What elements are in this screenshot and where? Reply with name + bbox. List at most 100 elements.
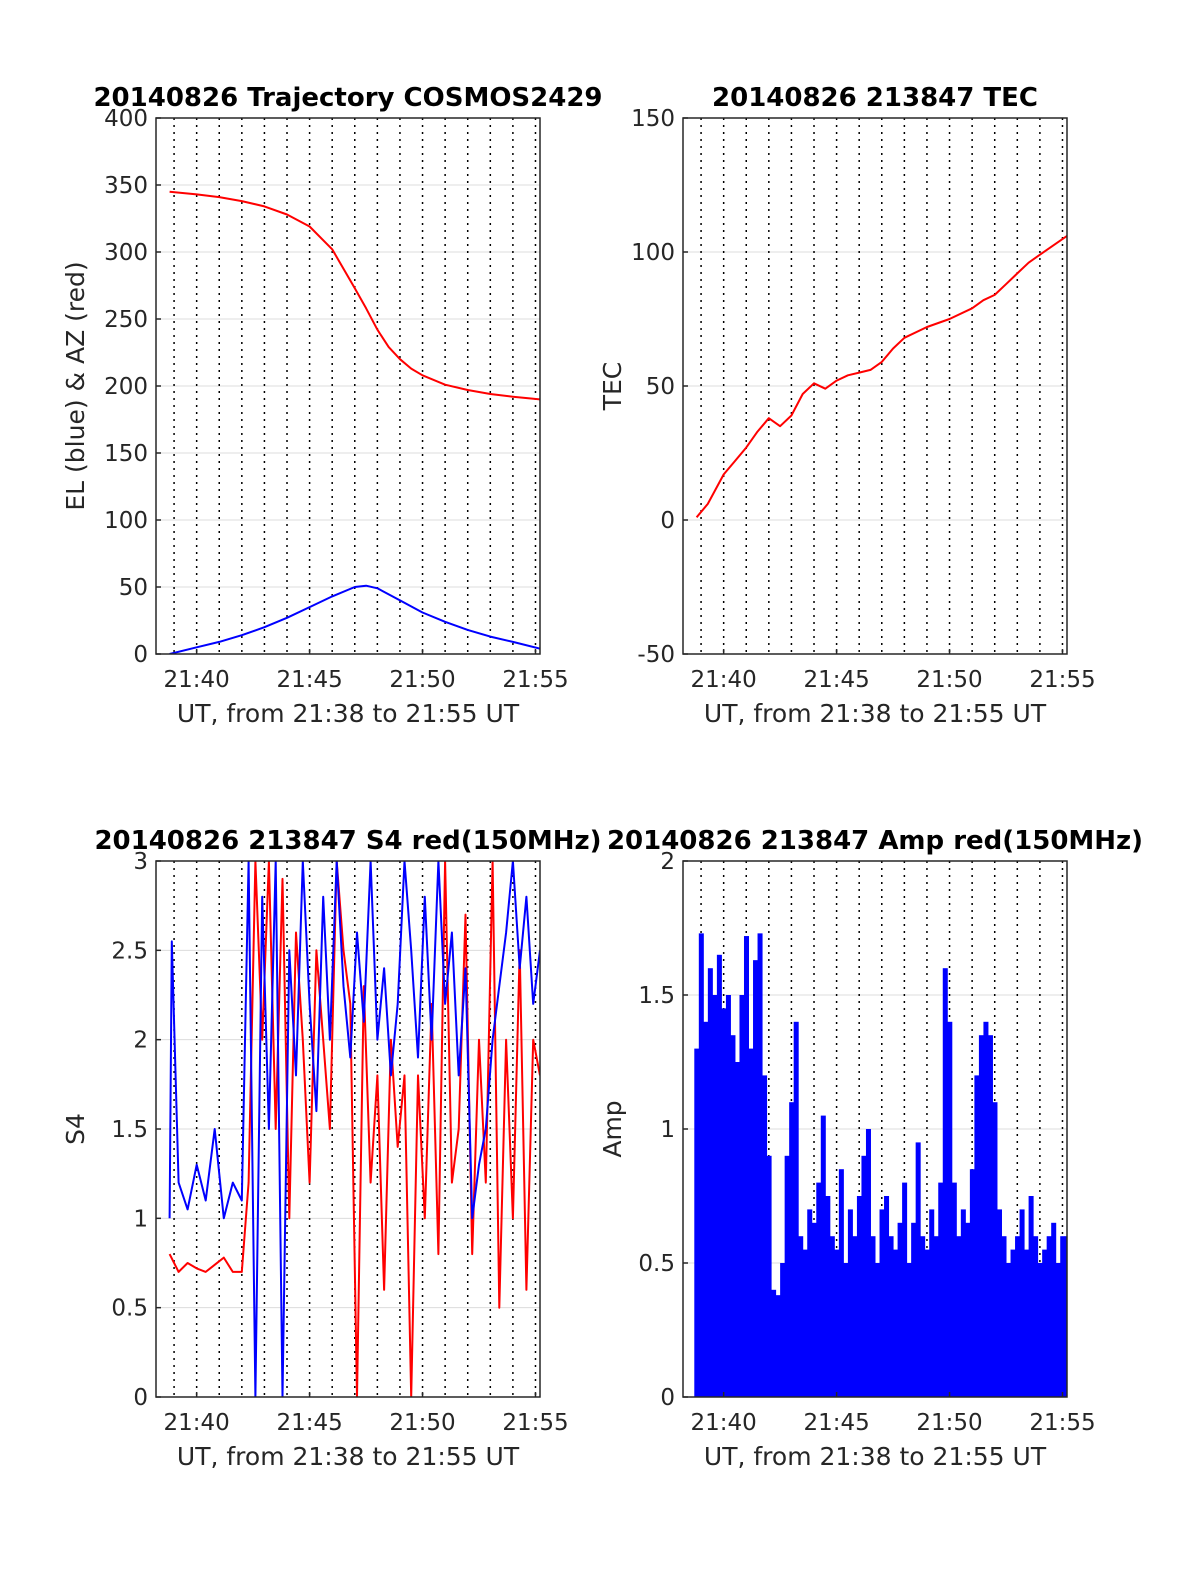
ytick-label: 150 [104,441,148,467]
xtick-label: 21:40 [164,667,230,693]
x-axis-label: UT, from 21:38 to 21:55 UT [177,1442,520,1471]
ytick-label: 100 [631,240,675,266]
amp-bar [838,1169,844,1397]
amp-bar [771,1289,777,1397]
amp-bar [960,1209,966,1397]
chart-title: 20140826 Trajectory COSMOS2429 [93,83,602,113]
ytick-label: 1.5 [638,983,675,1009]
ytick-label: 100 [104,508,148,534]
ytick-label: 50 [119,575,148,601]
y-axis-label: EL (blue) & AZ (red) [61,261,90,510]
plot-area [694,933,1067,1397]
amp-bar [893,1249,899,1397]
xtick-label: 21:45 [803,1410,869,1436]
ytick-label: 1 [133,1206,148,1232]
amp-bar [884,1196,890,1397]
x-axis-label: UT, from 21:38 to 21:55 UT [177,699,520,728]
amp-bar [1001,1236,1007,1397]
amp-bar [897,1222,903,1397]
amp-bar [725,995,731,1397]
xtick-label: 21:50 [389,667,455,693]
amp-bar [978,1035,984,1397]
amp-bar [784,1155,790,1397]
amp-bar [1042,1249,1048,1397]
amp-bar [1024,1249,1030,1397]
series-line-blue [169,584,540,654]
amp-bar [870,1236,876,1397]
amp-bar [712,995,718,1397]
amp-bar [965,1222,971,1397]
amp-bar [757,933,763,1397]
amp-bar [938,1182,944,1397]
amp-bar [798,1236,804,1397]
amp-bar [992,1102,998,1397]
amp-bar [888,1236,894,1397]
xtick-label: 21:55 [502,1410,568,1436]
chart-title: 20140826 213847 Amp red(150MHz) [607,826,1143,856]
ytick-label: 0 [133,642,148,668]
amp-bar [1010,1249,1016,1397]
amp-bar [933,1236,939,1397]
amp-bar [1037,1263,1043,1397]
amp-bar [766,1155,772,1397]
amp-bar [947,1021,953,1397]
amp-bar [811,1222,817,1397]
xtick-label: 21:55 [1029,667,1095,693]
amp-bar [734,1062,740,1397]
xtick-label: 21:45 [276,667,342,693]
y-axis-label: Amp [598,1100,627,1157]
amp-bar [1033,1236,1039,1397]
amp-bar [698,933,704,1397]
chart-title: 20140826 213847 TEC [712,83,1038,113]
ytick-label: 1.5 [111,1117,148,1143]
ytick-label: 0 [660,1385,675,1411]
amp-bar [861,1155,867,1397]
amp-bar [762,1075,768,1397]
amp-bar [875,1263,881,1397]
ytick-label: 0.5 [638,1251,675,1277]
amp-bar [1046,1236,1052,1397]
xtick-label: 21:50 [916,1410,982,1436]
chart-panel-tec: -50 0 50 100 150 21:40 21:45 21:50 21:55 20140826… [598,83,1096,728]
chart-title: 20140826 213847 S4 red(150MHz) [94,826,601,856]
amp-bar [716,954,722,1397]
amp-bar [969,1169,975,1397]
amp-bar [1055,1263,1061,1397]
amp-bar [730,1035,736,1397]
amp-bar [743,936,750,1397]
plot-area [169,190,540,654]
xtick-label: 21:55 [502,667,568,693]
ytick-label: 400 [104,106,148,132]
chart-panel-s4: 0 0.5 1 1.5 2 2.5 3 21:40 21:45 21:50 21:55 2014082… [61,826,602,1471]
amp-bar [1060,1236,1066,1397]
series-line-red [168,861,540,1397]
ytick-label: 1 [660,1117,675,1143]
amp-bar [856,1196,862,1397]
amp-bar [820,1115,826,1397]
xtick-label: 21:40 [164,1410,230,1436]
ytick-label: 2.5 [111,938,148,964]
x-axis-label: UT, from 21:38 to 21:55 UT [704,1442,1047,1471]
amp-bar [748,1048,754,1397]
series-line-red [695,235,1067,518]
amp-bar [996,1209,1002,1397]
amp-bar [825,1196,831,1397]
y-axis-label: S4 [61,1113,90,1145]
xtick-label: 21:45 [276,1410,342,1436]
x-axis-label: UT, from 21:38 to 21:55 UT [704,699,1047,728]
amp-bar [974,1075,980,1397]
xtick-label: 21:40 [691,1410,757,1436]
amp-bar [902,1182,908,1397]
ytick-label: 300 [104,240,148,266]
amp-bar [924,1249,930,1397]
ytick-label: 0 [660,508,675,534]
amp-bar [843,1263,849,1397]
ytick-label: 50 [646,374,675,400]
xtick-label: 21:45 [803,667,869,693]
amp-bar [1015,1236,1021,1397]
amp-bar [780,1263,786,1397]
amp-bar [1051,1222,1057,1397]
amp-bar [807,1209,813,1397]
amp-bar [865,1129,871,1397]
amp-bar [915,1142,921,1397]
